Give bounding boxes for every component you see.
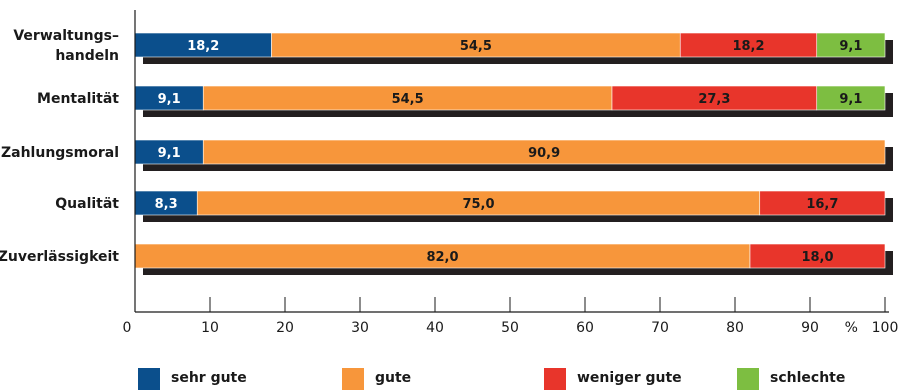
category-label: Qualität <box>55 196 119 212</box>
bar-segment <box>196 190 761 216</box>
bar-value-label: 16,7 <box>806 197 838 212</box>
x-tick-label: 100 <box>872 320 899 336</box>
bar-value-label: 9,1 <box>839 92 862 107</box>
category-label: Zuverlässigkeit <box>0 249 119 265</box>
x-tick-label: 40 <box>426 320 444 336</box>
bar-segment <box>679 32 818 58</box>
bar-value-label: 27,3 <box>698 92 730 107</box>
category-label: Zahlungsmoral <box>1 145 119 161</box>
bar-segment <box>816 85 886 111</box>
category-label: Verwaltungs– <box>13 28 119 44</box>
bar-segment <box>202 139 886 165</box>
bar-segment <box>759 190 886 216</box>
legend-swatch <box>544 368 566 390</box>
bar-value-label: 9,1 <box>158 146 181 161</box>
x-tick-label: 60 <box>576 320 594 336</box>
bar-segment <box>134 32 272 58</box>
bar-value-label: 90,9 <box>528 146 560 161</box>
legend-label: gute <box>375 370 411 386</box>
bar-value-label: 54,5 <box>460 39 492 54</box>
x-tick-label: 0 <box>123 320 132 336</box>
legend-swatch <box>342 368 364 390</box>
legend-label: schlechte <box>770 370 845 386</box>
bar-value-label: 18,2 <box>187 39 219 54</box>
x-tick-label: 50 <box>501 320 519 336</box>
bar-value-label: 82,0 <box>426 250 458 265</box>
legend-label: sehr gute <box>171 370 247 386</box>
bar-segment <box>134 85 204 111</box>
bar-value-label: 54,5 <box>392 92 424 107</box>
bar-value-label: 75,0 <box>462 197 494 212</box>
bar-segment <box>816 32 886 58</box>
legend: sehr gute gute weniger gute schlechte <box>138 368 845 390</box>
bar-value-label: 8,3 <box>155 197 178 212</box>
legend-swatch <box>138 368 160 390</box>
bar-segment <box>202 85 613 111</box>
x-tick-label: 10 <box>201 320 219 336</box>
bar-value-label: 9,1 <box>158 92 181 107</box>
x-tick-label: 70 <box>651 320 669 336</box>
bar-value-label: 9,1 <box>839 39 862 54</box>
bar-value-label: 18,0 <box>801 250 833 265</box>
x-tick-label: 80 <box>726 320 744 336</box>
x-tick-label: 30 <box>351 320 369 336</box>
legend-swatch <box>737 368 759 390</box>
bars-group: 18,2 54,5 18,2 9,1 9,1 54,5 27,3 9,1 9,1 90,9 8,3 7… <box>134 32 893 275</box>
x-unit-label: % <box>845 320 858 336</box>
category-label: Mentalität <box>37 91 119 107</box>
category-label: handeln <box>55 48 119 64</box>
bar-segment <box>611 85 818 111</box>
legend-label: weniger gute <box>577 370 682 386</box>
bar-segment <box>134 190 198 216</box>
x-tick-label: 20 <box>276 320 294 336</box>
bar-value-label: 18,2 <box>732 39 764 54</box>
bar-segment <box>749 243 886 269</box>
bar-segment <box>271 32 681 58</box>
x-tick-label: 90 <box>801 320 819 336</box>
